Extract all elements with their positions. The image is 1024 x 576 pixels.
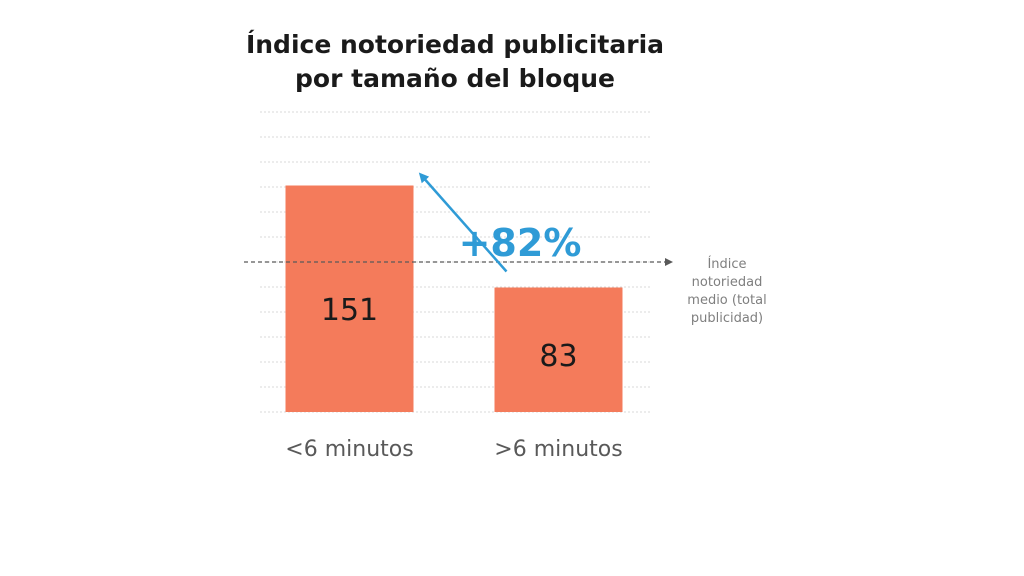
bars: 151 83: [285, 185, 623, 412]
reference-line-arrowhead: [665, 258, 673, 266]
chart-title-line-1: Índice notoriedad publicitaria: [245, 30, 665, 59]
bar-2: [494, 287, 623, 412]
increase-percent-label: +82%: [459, 221, 582, 265]
reference-line-label-line: medio (total: [687, 293, 766, 308]
category-label-2: >6 minutos: [494, 437, 622, 462]
chart-title-line-2: por tamaño del bloque: [295, 64, 615, 93]
increase-arrow: [418, 172, 508, 273]
bar-value-label-2: 83: [539, 339, 577, 374]
annotation-group: +82%: [418, 172, 582, 273]
chart-title: Índice notoriedad publicitaria por tamañ…: [200, 28, 710, 96]
bar-value-label-1: 151: [321, 293, 378, 328]
reference-line-label-line: publicidad): [691, 311, 763, 326]
reference-line-label-line: Índice: [707, 256, 746, 272]
category-labels: <6 minutos >6 minutos: [285, 437, 622, 462]
reference-line-label: Índice notoriedad medio (total publicidad): [687, 256, 766, 326]
reference-line-group: Índice notoriedad medio (total publicidad): [244, 256, 767, 326]
bar-1: [285, 185, 414, 412]
reference-line-label-line: notoriedad: [692, 275, 763, 290]
category-label-1: <6 minutos: [285, 437, 413, 462]
